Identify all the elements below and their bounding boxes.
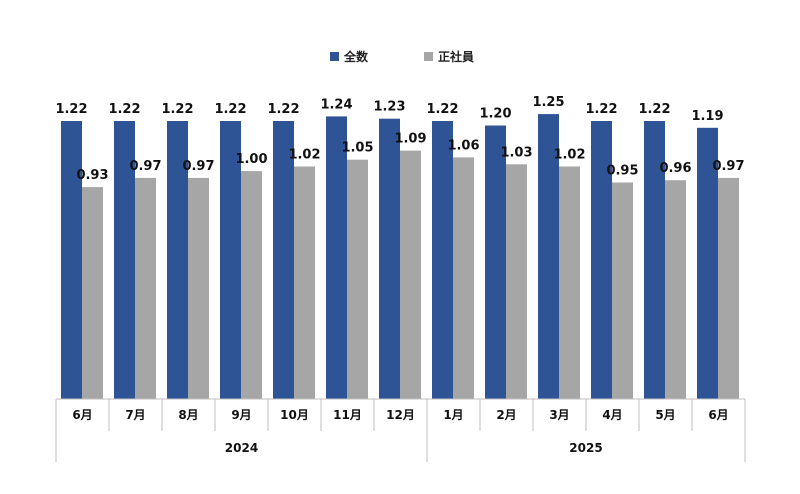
bar-total	[591, 121, 612, 399]
bar-total	[326, 116, 347, 400]
x-tick-label: 9月	[231, 408, 251, 422]
bar-total	[220, 121, 241, 399]
bar-total	[432, 121, 453, 399]
bar-total	[273, 121, 294, 399]
bar-total	[61, 121, 82, 399]
year-label: 2025	[569, 441, 602, 455]
bar-regular	[82, 187, 103, 399]
x-tick-label: 7月	[125, 408, 145, 422]
bar-total	[167, 121, 188, 399]
value-label-regular: 1.02	[288, 148, 320, 163]
value-label-total: 1.22	[161, 102, 193, 117]
value-label-total: 1.20	[479, 107, 511, 122]
x-tick-label: 5月	[655, 408, 675, 422]
value-label-total: 1.23	[373, 100, 405, 115]
bar-total	[379, 118, 400, 399]
value-label-total: 1.22	[426, 102, 458, 117]
value-label-regular: 0.93	[76, 168, 108, 183]
x-tick-label: 6月	[72, 408, 92, 422]
value-label-regular: 1.00	[235, 152, 267, 167]
bars-layer	[61, 114, 739, 400]
bar-regular	[559, 166, 580, 399]
bar-regular	[665, 180, 686, 399]
bar-regular	[453, 157, 474, 399]
legend-swatch-total	[330, 52, 339, 61]
bar-regular	[506, 164, 527, 399]
value-label-total: 1.22	[108, 102, 140, 117]
x-tick-label: 12月	[386, 408, 415, 422]
value-label-total: 1.22	[585, 102, 617, 117]
value-label-total: 1.22	[55, 102, 87, 117]
bar-regular	[294, 166, 315, 399]
bar-regular	[718, 177, 739, 399]
x-tick-label: 11月	[333, 408, 362, 422]
x-tick-label: 4月	[602, 408, 622, 422]
value-label-total: 1.22	[638, 102, 670, 117]
x-tick-label: 1月	[443, 408, 463, 422]
x-tick-label: 2月	[496, 408, 516, 422]
bar-regular	[400, 150, 421, 399]
value-labels-layer: 1.22 1.22 1.22 1.22 1.22 1.24 1.23 1.22 1.20 1.25…	[55, 95, 744, 183]
x-tick-label: 6月	[708, 408, 728, 422]
value-label-regular: 0.97	[712, 159, 744, 174]
legend-label-total: 全数	[343, 49, 369, 64]
bar-total	[538, 114, 559, 399]
value-label-regular: 1.03	[500, 145, 532, 160]
value-label-total: 1.25	[532, 95, 564, 110]
bar-total	[644, 121, 665, 399]
value-label-regular: 0.97	[182, 159, 214, 174]
bar-total	[114, 121, 135, 399]
bar-regular	[347, 159, 368, 399]
value-label-total: 1.22	[267, 102, 299, 117]
legend-swatch-regular	[424, 52, 433, 61]
value-label-regular: 1.09	[394, 132, 426, 147]
bar-regular	[135, 177, 156, 399]
x-tick-label: 8月	[178, 408, 198, 422]
value-label-total: 1.19	[691, 109, 723, 124]
value-label-total: 1.22	[214, 102, 246, 117]
bar-regular	[241, 171, 262, 399]
x-tick-label: 3月	[549, 408, 569, 422]
value-label-regular: 1.05	[341, 141, 373, 156]
legend: 全数 正社員	[330, 49, 474, 64]
bar-total	[485, 125, 506, 399]
value-label-regular: 0.97	[129, 159, 161, 174]
x-tick-label: 10月	[280, 408, 309, 422]
bar-regular	[612, 182, 633, 399]
year-label: 2024	[225, 441, 258, 455]
value-label-total: 1.24	[320, 97, 352, 112]
value-label-regular: 0.96	[659, 161, 691, 176]
value-label-regular: 1.06	[447, 138, 479, 153]
value-label-regular: 1.02	[553, 148, 585, 163]
value-label-regular: 0.95	[606, 164, 638, 179]
legend-label-regular: 正社員	[438, 49, 474, 64]
category-axis: 6月 7月 8月 9月 10月 11月 12月 1月 2月 3月 4月 5月 6月 2024 2025	[55, 398, 746, 462]
bar-regular	[188, 177, 209, 399]
bar-total	[697, 127, 718, 400]
